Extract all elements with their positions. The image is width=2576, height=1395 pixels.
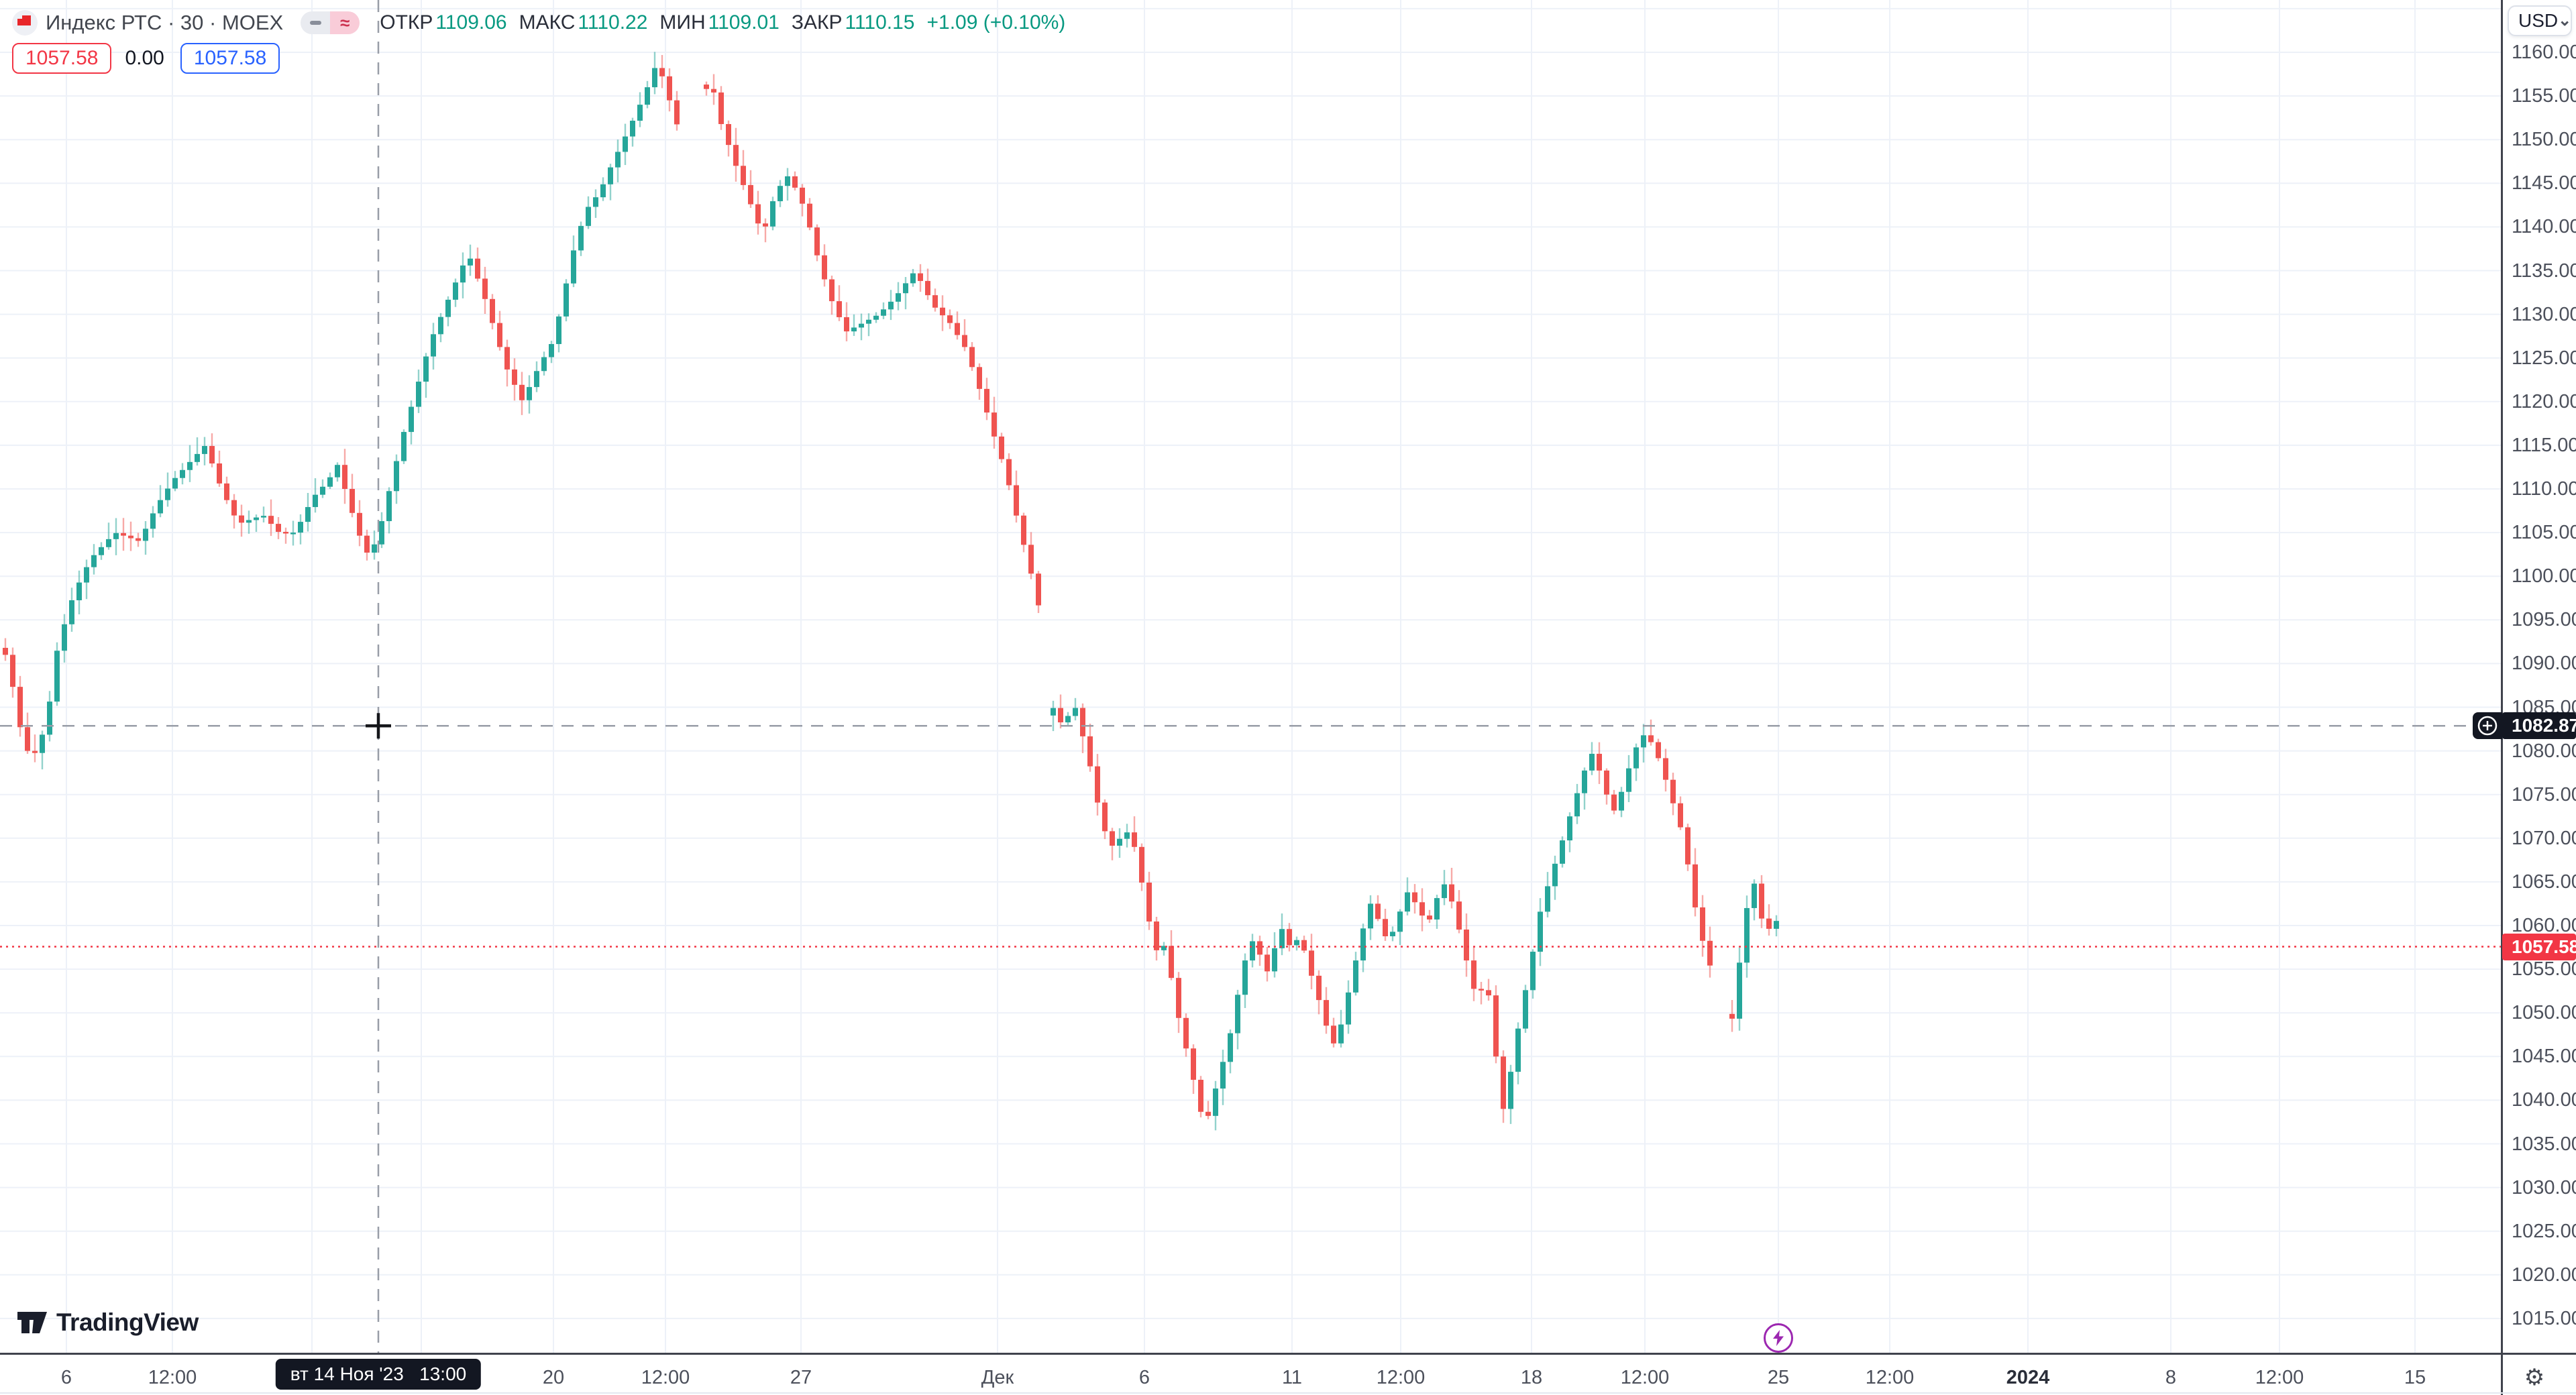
time-axis-settings-gear-icon[interactable]: ⚙ bbox=[2524, 1365, 2545, 1390]
add-alert-plus-button[interactable] bbox=[2473, 712, 2502, 740]
price-tick-label: 1155.00 bbox=[2512, 85, 2576, 107]
time-tick-label: 12:00 bbox=[1620, 1367, 1670, 1388]
time-tick-label: 18 bbox=[1520, 1367, 1543, 1388]
change-value: +1.09 (+0.10%) bbox=[926, 11, 1066, 34]
price-tick-label: 1135.00 bbox=[2512, 260, 2576, 282]
time-tick-label: 15 bbox=[2404, 1367, 2426, 1388]
ohlc-label: МИН bbox=[659, 11, 706, 34]
time-tick-label: 12:00 bbox=[1865, 1367, 1915, 1388]
time-tick-label: 12:00 bbox=[1376, 1367, 1426, 1388]
crosshair-price-badge: 1082.87 bbox=[2502, 712, 2576, 740]
grid bbox=[0, 0, 2501, 1353]
ohlc-value: 1110.22 bbox=[578, 11, 648, 34]
price-tick-label: 1150.00 bbox=[2512, 129, 2576, 151]
price-tick-label: 1080.00 bbox=[2512, 740, 2576, 762]
price-tick-label: 1075.00 bbox=[2512, 783, 2576, 805]
tradingview-logo[interactable]: TradingView bbox=[16, 1308, 199, 1337]
time-tick-label: 2024 bbox=[2006, 1367, 2050, 1388]
crosshair bbox=[0, 0, 2501, 1353]
time-tick-label: Дек bbox=[981, 1367, 1014, 1388]
price-axis-border[interactable] bbox=[2501, 0, 2503, 1395]
ohlc-label: ЗАКР bbox=[791, 11, 843, 34]
bottom-hairline bbox=[0, 1392, 2576, 1394]
price-tick-label: 1035.00 bbox=[2512, 1133, 2576, 1155]
ohlc-label: МАКС bbox=[519, 11, 576, 34]
tradingview-logo-icon bbox=[17, 1312, 47, 1333]
chevron-down-icon: ⌄ bbox=[2558, 11, 2572, 30]
time-axis-border[interactable] bbox=[0, 1353, 2576, 1355]
price-range-row: 1057.58 0.00 1057.58 bbox=[12, 42, 280, 75]
time-tick-label: 6 bbox=[60, 1367, 72, 1388]
currency-selector[interactable]: USD ⌄ bbox=[2508, 5, 2572, 36]
price-tick-label: 1110.00 bbox=[2512, 478, 2576, 500]
price-tick-label: 1030.00 bbox=[2512, 1176, 2576, 1198]
price-tick-label: 1145.00 bbox=[2512, 172, 2576, 194]
price-diff: 0.00 bbox=[125, 47, 164, 69]
low-price-box: 1057.58 bbox=[12, 43, 112, 74]
price-tick-label: 1065.00 bbox=[2512, 871, 2576, 893]
price-tick-label: 1060.00 bbox=[2512, 915, 2576, 936]
price-tick-label: 1100.00 bbox=[2512, 565, 2576, 588]
ohlc-values: ОТКР 1109.06 МАКС 1110.22 МИН 1109.01 ЗАКР 1110… bbox=[380, 11, 1065, 34]
price-tick-label: 1160.00 bbox=[2512, 42, 2576, 63]
crosshair-time-badge: вт 14 Ноя '23 13:00 bbox=[275, 1359, 482, 1390]
symbol-logo-icon bbox=[12, 10, 38, 36]
time-tick-label: 12:00 bbox=[2255, 1367, 2304, 1388]
price-tick-label: 1095.00 bbox=[2512, 609, 2576, 631]
price-tick-label: 1015.00 bbox=[2512, 1307, 2576, 1329]
chart-legend[interactable]: Индекс РТС · 30 · MOEX ≈ ОТКР 1109.06 МАКС… bbox=[12, 9, 1065, 36]
price-tick-label: 1070.00 bbox=[2512, 827, 2576, 849]
candles bbox=[3, 52, 1779, 1131]
time-tick-label: 20 bbox=[542, 1367, 565, 1388]
time-tick-label: 27 bbox=[790, 1367, 812, 1388]
time-tick-label: 12:00 bbox=[148, 1367, 197, 1388]
time-tick-label: 8 bbox=[2165, 1367, 2177, 1388]
approx-data-icon[interactable]: ≈ bbox=[330, 11, 360, 34]
price-tick-label: 1055.00 bbox=[2512, 958, 2576, 981]
price-tick-label: 1040.00 bbox=[2512, 1089, 2576, 1111]
price-tick-label: 1045.00 bbox=[2512, 1046, 2576, 1068]
symbol-title[interactable]: Индекс РТС · 30 · MOEX bbox=[46, 11, 284, 34]
price-tick-label: 1130.00 bbox=[2512, 303, 2576, 325]
time-tick-label: 12:00 bbox=[641, 1367, 690, 1388]
price-tick-label: 1020.00 bbox=[2512, 1264, 2576, 1286]
price-tick-label: 1105.00 bbox=[2512, 522, 2576, 544]
currency-label: USD bbox=[2518, 10, 2559, 31]
price-tick-label: 1025.00 bbox=[2512, 1220, 2576, 1242]
last-price-badge: 1057.58 bbox=[2502, 933, 2576, 960]
lightning-icon bbox=[1773, 1330, 1784, 1346]
price-tick-label: 1050.00 bbox=[2512, 1002, 2576, 1024]
time-tick-label: 6 bbox=[1138, 1367, 1150, 1388]
circle-plus-icon bbox=[2477, 716, 2498, 736]
crosshair-price-value: 1082.87 bbox=[2512, 715, 2576, 736]
ohlc-value: 1109.06 bbox=[435, 11, 507, 34]
candlestick-chart-canvas[interactable] bbox=[0, 0, 2502, 1353]
ohlc-value: 1110.15 bbox=[845, 11, 915, 34]
ohlc-label: ОТКР bbox=[380, 11, 433, 34]
time-tick-label: 11 bbox=[1281, 1367, 1303, 1388]
time-tick-label: 25 bbox=[1767, 1367, 1790, 1388]
crosshair-time-value: вт 14 Ноя '23 13:00 bbox=[290, 1363, 467, 1384]
market-status-toggle[interactable]: ≈ bbox=[301, 11, 360, 34]
price-tick-label: 1125.00 bbox=[2512, 347, 2576, 369]
price-tick-label: 1090.00 bbox=[2512, 653, 2576, 675]
price-tick-label: 1115.00 bbox=[2512, 434, 2576, 456]
price-tick-label: 1120.00 bbox=[2512, 390, 2576, 412]
price-tick-label: 1140.00 bbox=[2512, 216, 2576, 238]
flash-events-button[interactable] bbox=[1764, 1323, 1793, 1353]
delayed-data-icon[interactable] bbox=[301, 11, 331, 34]
ohlc-value: 1109.01 bbox=[708, 11, 780, 34]
last-price-value: 1057.58 bbox=[2512, 936, 2576, 957]
tradingview-wordmark: TradingView bbox=[56, 1308, 199, 1336]
high-price-box: 1057.58 bbox=[180, 43, 280, 74]
